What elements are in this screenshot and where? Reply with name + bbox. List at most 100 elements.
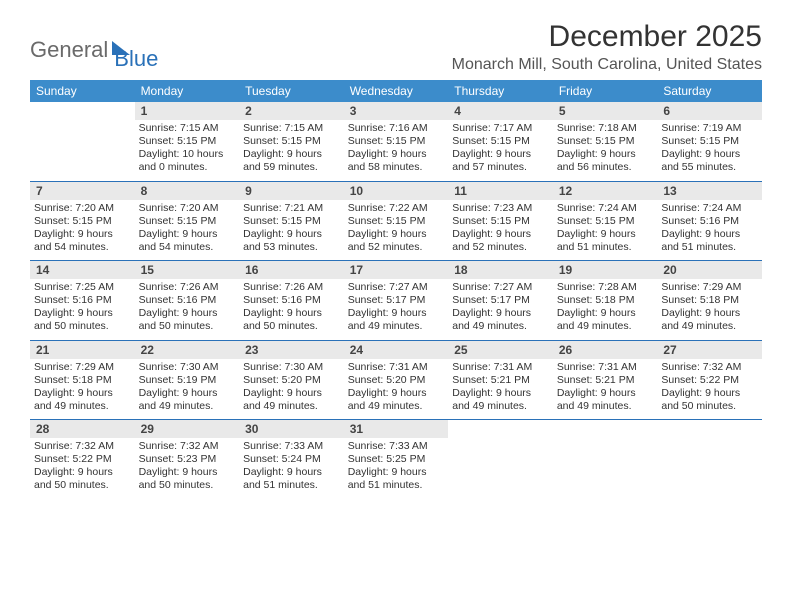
day-details: Sunrise: 7:31 AMSunset: 5:20 PMDaylight:… — [348, 361, 445, 414]
day-cell — [657, 438, 762, 499]
day-details: Sunrise: 7:15 AMSunset: 5:15 PMDaylight:… — [139, 122, 236, 175]
day-number: 24 — [344, 340, 449, 359]
day-cell — [30, 120, 135, 181]
day-cell: Sunrise: 7:32 AMSunset: 5:23 PMDaylight:… — [135, 438, 240, 499]
daynum-row: 28293031 — [30, 420, 762, 439]
day-number — [448, 420, 553, 439]
day-number: 21 — [30, 340, 135, 359]
day-details: Sunrise: 7:24 AMSunset: 5:16 PMDaylight:… — [661, 202, 758, 255]
day-header: Wednesday — [344, 80, 449, 102]
day-cell: Sunrise: 7:33 AMSunset: 5:25 PMDaylight:… — [344, 438, 449, 499]
page-title: December 2025 — [452, 20, 762, 54]
day-details: Sunrise: 7:27 AMSunset: 5:17 PMDaylight:… — [452, 281, 549, 334]
day-details: Sunrise: 7:19 AMSunset: 5:15 PMDaylight:… — [661, 122, 758, 175]
day-cell: Sunrise: 7:24 AMSunset: 5:16 PMDaylight:… — [657, 200, 762, 261]
day-details: Sunrise: 7:31 AMSunset: 5:21 PMDaylight:… — [557, 361, 654, 414]
day-cell: Sunrise: 7:22 AMSunset: 5:15 PMDaylight:… — [344, 200, 449, 261]
day-details: Sunrise: 7:22 AMSunset: 5:15 PMDaylight:… — [348, 202, 445, 255]
daynum-row: 78910111213 — [30, 181, 762, 200]
day-cell: Sunrise: 7:29 AMSunset: 5:18 PMDaylight:… — [30, 359, 135, 420]
day-cell: Sunrise: 7:30 AMSunset: 5:19 PMDaylight:… — [135, 359, 240, 420]
week-content-row: Sunrise: 7:20 AMSunset: 5:15 PMDaylight:… — [30, 200, 762, 261]
day-number — [553, 420, 658, 439]
day-number: 5 — [553, 102, 658, 120]
day-number: 16 — [239, 261, 344, 280]
day-details: Sunrise: 7:29 AMSunset: 5:18 PMDaylight:… — [661, 281, 758, 334]
day-header: Sunday — [30, 80, 135, 102]
day-number: 6 — [657, 102, 762, 120]
day-header: Friday — [553, 80, 658, 102]
day-cell: Sunrise: 7:23 AMSunset: 5:15 PMDaylight:… — [448, 200, 553, 261]
day-details: Sunrise: 7:23 AMSunset: 5:15 PMDaylight:… — [452, 202, 549, 255]
day-number: 13 — [657, 181, 762, 200]
day-details: Sunrise: 7:20 AMSunset: 5:15 PMDaylight:… — [139, 202, 236, 255]
day-cell: Sunrise: 7:27 AMSunset: 5:17 PMDaylight:… — [448, 279, 553, 340]
day-number: 25 — [448, 340, 553, 359]
day-cell: Sunrise: 7:19 AMSunset: 5:15 PMDaylight:… — [657, 120, 762, 181]
day-cell: Sunrise: 7:31 AMSunset: 5:20 PMDaylight:… — [344, 359, 449, 420]
day-details: Sunrise: 7:32 AMSunset: 5:23 PMDaylight:… — [139, 440, 236, 493]
day-details: Sunrise: 7:28 AMSunset: 5:18 PMDaylight:… — [557, 281, 654, 334]
day-details: Sunrise: 7:29 AMSunset: 5:18 PMDaylight:… — [34, 361, 131, 414]
week-content-row: Sunrise: 7:25 AMSunset: 5:16 PMDaylight:… — [30, 279, 762, 340]
day-details: Sunrise: 7:30 AMSunset: 5:19 PMDaylight:… — [139, 361, 236, 414]
day-cell: Sunrise: 7:21 AMSunset: 5:15 PMDaylight:… — [239, 200, 344, 261]
day-cell: Sunrise: 7:31 AMSunset: 5:21 PMDaylight:… — [448, 359, 553, 420]
day-details: Sunrise: 7:33 AMSunset: 5:25 PMDaylight:… — [348, 440, 445, 493]
day-number: 27 — [657, 340, 762, 359]
day-details: Sunrise: 7:25 AMSunset: 5:16 PMDaylight:… — [34, 281, 131, 334]
daynum-row: 21222324252627 — [30, 340, 762, 359]
day-header: Monday — [135, 80, 240, 102]
day-cell: Sunrise: 7:20 AMSunset: 5:15 PMDaylight:… — [135, 200, 240, 261]
day-cell — [553, 438, 658, 499]
day-number: 14 — [30, 261, 135, 280]
week-content-row: Sunrise: 7:15 AMSunset: 5:15 PMDaylight:… — [30, 120, 762, 181]
day-number: 4 — [448, 102, 553, 120]
day-cell: Sunrise: 7:32 AMSunset: 5:22 PMDaylight:… — [657, 359, 762, 420]
day-number: 30 — [239, 420, 344, 439]
day-number: 20 — [657, 261, 762, 280]
brand-text-blue: Blue — [114, 46, 158, 72]
day-details: Sunrise: 7:24 AMSunset: 5:15 PMDaylight:… — [557, 202, 654, 255]
title-block: December 2025 Monarch Mill, South Caroli… — [452, 20, 762, 74]
day-number — [30, 102, 135, 120]
daynum-row: 14151617181920 — [30, 261, 762, 280]
day-details: Sunrise: 7:31 AMSunset: 5:21 PMDaylight:… — [452, 361, 549, 414]
day-cell: Sunrise: 7:31 AMSunset: 5:21 PMDaylight:… — [553, 359, 658, 420]
day-cell: Sunrise: 7:17 AMSunset: 5:15 PMDaylight:… — [448, 120, 553, 181]
day-cell: Sunrise: 7:18 AMSunset: 5:15 PMDaylight:… — [553, 120, 658, 181]
week-content-row: Sunrise: 7:32 AMSunset: 5:22 PMDaylight:… — [30, 438, 762, 499]
day-number: 8 — [135, 181, 240, 200]
location-label: Monarch Mill, South Carolina, United Sta… — [452, 56, 762, 74]
day-details: Sunrise: 7:26 AMSunset: 5:16 PMDaylight:… — [243, 281, 340, 334]
header: General Blue December 2025 Monarch Mill,… — [30, 20, 762, 74]
day-number: 10 — [344, 181, 449, 200]
week-content-row: Sunrise: 7:29 AMSunset: 5:18 PMDaylight:… — [30, 359, 762, 420]
day-header: Saturday — [657, 80, 762, 102]
day-number: 1 — [135, 102, 240, 120]
day-cell: Sunrise: 7:28 AMSunset: 5:18 PMDaylight:… — [553, 279, 658, 340]
daynum-row: 123456 — [30, 102, 762, 120]
calendar-table: SundayMondayTuesdayWednesdayThursdayFrid… — [30, 80, 762, 499]
day-cell: Sunrise: 7:30 AMSunset: 5:20 PMDaylight:… — [239, 359, 344, 420]
day-details: Sunrise: 7:32 AMSunset: 5:22 PMDaylight:… — [34, 440, 131, 493]
day-number: 2 — [239, 102, 344, 120]
day-number: 7 — [30, 181, 135, 200]
day-number: 19 — [553, 261, 658, 280]
day-number: 29 — [135, 420, 240, 439]
day-number: 22 — [135, 340, 240, 359]
day-cell: Sunrise: 7:33 AMSunset: 5:24 PMDaylight:… — [239, 438, 344, 499]
day-number: 31 — [344, 420, 449, 439]
day-details: Sunrise: 7:20 AMSunset: 5:15 PMDaylight:… — [34, 202, 131, 255]
day-details: Sunrise: 7:32 AMSunset: 5:22 PMDaylight:… — [661, 361, 758, 414]
day-details: Sunrise: 7:27 AMSunset: 5:17 PMDaylight:… — [348, 281, 445, 334]
day-header-row: SundayMondayTuesdayWednesdayThursdayFrid… — [30, 80, 762, 102]
day-number: 9 — [239, 181, 344, 200]
day-details: Sunrise: 7:16 AMSunset: 5:15 PMDaylight:… — [348, 122, 445, 175]
day-details: Sunrise: 7:26 AMSunset: 5:16 PMDaylight:… — [139, 281, 236, 334]
day-cell: Sunrise: 7:32 AMSunset: 5:22 PMDaylight:… — [30, 438, 135, 499]
day-number — [657, 420, 762, 439]
day-number: 17 — [344, 261, 449, 280]
day-header: Thursday — [448, 80, 553, 102]
day-details: Sunrise: 7:17 AMSunset: 5:15 PMDaylight:… — [452, 122, 549, 175]
